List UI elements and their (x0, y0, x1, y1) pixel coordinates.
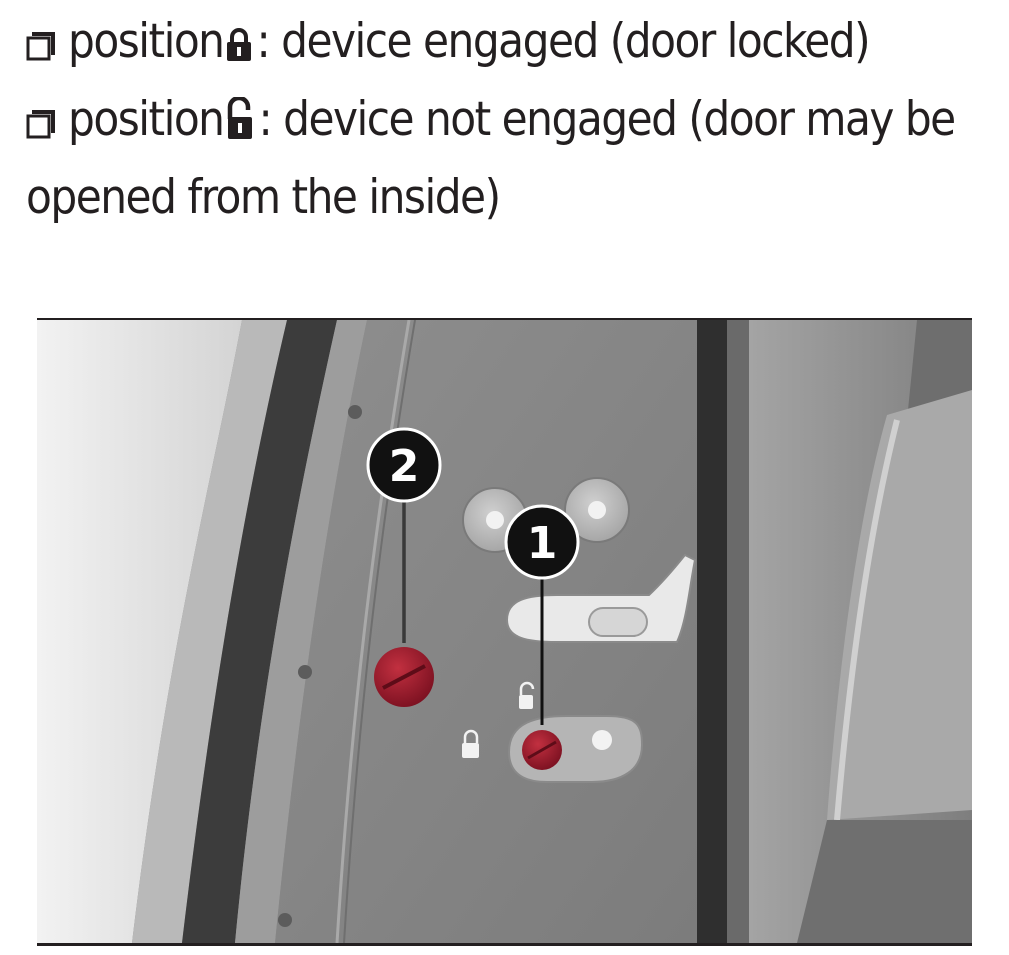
instruction-list: position : device engaged (door locked) … (26, 6, 1001, 234)
instruction-text: : device engaged (door locked) (256, 14, 869, 69)
instruction-prefix: position (68, 92, 223, 147)
svg-text:1: 1 (527, 518, 558, 569)
door-lock-illustration: 2 1 (37, 318, 972, 946)
child-lock-knob (522, 730, 562, 770)
callout-2: 2 (368, 429, 440, 501)
checkbox-bullet-icon (26, 88, 56, 160)
padlock-open-icon (225, 90, 255, 162)
callout-1: 1 (506, 506, 578, 578)
svg-text:2: 2 (389, 441, 420, 492)
padlock-closed-icon (225, 12, 253, 84)
instruction-item-locked: position : device engaged (door locked) (26, 6, 1001, 84)
checkbox-bullet-icon (26, 10, 56, 82)
instruction-prefix: position (68, 14, 223, 69)
instruction-item-unlocked: position : device not engaged (door may … (26, 84, 1001, 234)
door-lock-knob (374, 647, 434, 707)
